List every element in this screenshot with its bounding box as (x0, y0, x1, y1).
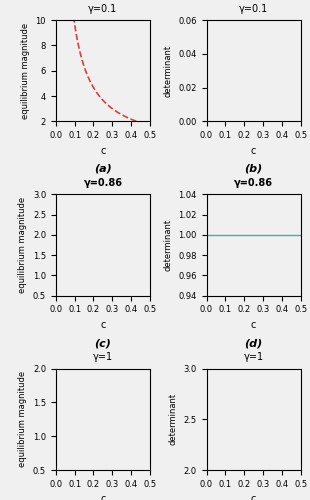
X-axis label: c: c (251, 146, 256, 156)
Y-axis label: determinant: determinant (164, 219, 173, 271)
Y-axis label: determinant: determinant (169, 394, 178, 446)
X-axis label: c: c (251, 320, 256, 330)
Title: γ=0.1: γ=0.1 (239, 4, 268, 14)
Text: (d): (d) (245, 338, 263, 348)
X-axis label: c: c (100, 320, 106, 330)
Y-axis label: equilibrium magnitude: equilibrium magnitude (21, 22, 30, 118)
Title: γ=0.86: γ=0.86 (83, 178, 122, 188)
Title: γ=1: γ=1 (244, 352, 264, 362)
Text: (b): (b) (245, 164, 263, 174)
X-axis label: c: c (100, 494, 106, 500)
Y-axis label: equilibrium magnitude: equilibrium magnitude (18, 372, 27, 468)
Y-axis label: determinant: determinant (164, 44, 173, 96)
Y-axis label: equilibrium magnitude: equilibrium magnitude (18, 197, 27, 293)
Title: γ=1: γ=1 (93, 352, 113, 362)
Text: (c): (c) (95, 338, 111, 348)
X-axis label: c: c (100, 146, 106, 156)
Title: γ=0.86: γ=0.86 (234, 178, 273, 188)
Text: (a): (a) (94, 164, 112, 174)
X-axis label: c: c (251, 494, 256, 500)
Title: γ=0.1: γ=0.1 (88, 4, 117, 14)
